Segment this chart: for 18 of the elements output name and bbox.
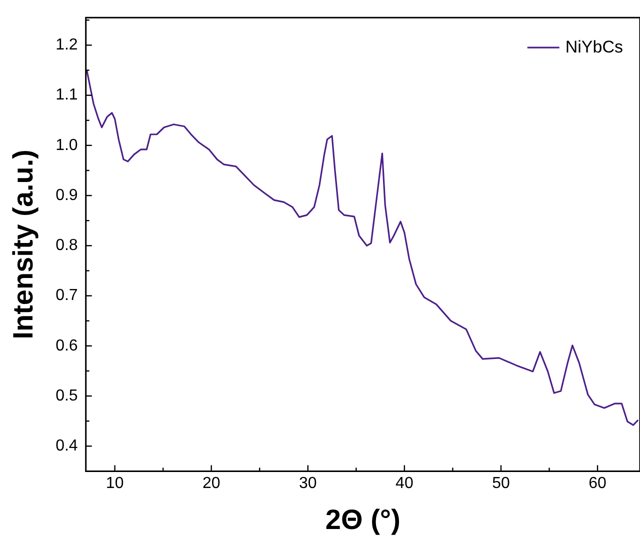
x-tick-label: 30 — [298, 475, 317, 492]
y-tick-label: 1.0 — [56, 136, 78, 154]
x-axis-title: 2Θ (°) — [325, 504, 400, 535]
legend-label: NiYbCs — [565, 37, 623, 56]
y-tick-label: 1.2 — [56, 36, 78, 54]
y-tick-label: 0.6 — [56, 337, 78, 354]
y-tick-label: 0.5 — [56, 387, 78, 404]
y-tick-label: 0.7 — [56, 287, 78, 304]
x-tick-label: 60 — [588, 475, 607, 492]
x-tick-label: 10 — [106, 475, 124, 492]
y-axis-title: Intensity (a.u.) — [8, 150, 39, 340]
x-tick-label: 40 — [396, 475, 414, 492]
y-tick-label: 1.1 — [56, 86, 78, 104]
y-tick-label: 0.9 — [56, 186, 78, 204]
x-tick-label: 20 — [202, 475, 220, 492]
x-tick-label: 50 — [492, 475, 510, 492]
y-tick-label: 0.8 — [56, 237, 78, 254]
y-tick-label: 0.4 — [56, 438, 78, 455]
